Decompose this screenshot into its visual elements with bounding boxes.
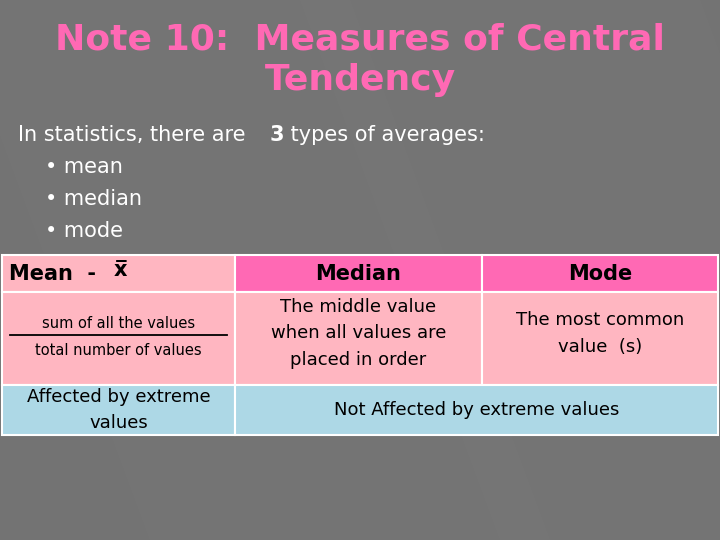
Text: • median: • median [45,189,142,209]
Text: total number of values: total number of values [35,343,202,358]
Text: The most common
value  (s): The most common value (s) [516,311,684,356]
Text: sum of all the values: sum of all the values [42,316,195,331]
Text: The middle value
when all values are
placed in order: The middle value when all values are pla… [271,298,446,369]
Bar [235,385,718,435]
Text: x̅: x̅ [114,260,127,280]
Text: Mean  -: Mean - [9,264,110,284]
Text: Mode: Mode [568,264,632,284]
Polygon shape [0,0,550,540]
Bar [2,385,235,435]
Text: types of averages:: types of averages: [284,125,485,145]
Text: Affected by extreme
values: Affected by extreme values [27,388,210,431]
Text: • mean: • mean [45,157,123,177]
Bar [482,292,718,385]
Polygon shape [300,0,720,540]
Bar [2,292,235,385]
Text: In statistics, there are: In statistics, there are [18,125,252,145]
Text: 3: 3 [270,125,284,145]
Text: Not Affected by extreme values: Not Affected by extreme values [334,401,619,419]
Bar [482,255,718,292]
Bar [235,255,482,292]
Text: • mode: • mode [45,221,123,241]
Text: Tendency: Tendency [264,63,456,97]
Text: Median: Median [315,264,402,284]
Bar [235,292,482,385]
Bar [2,255,235,292]
Text: Note 10:  Measures of Central: Note 10: Measures of Central [55,23,665,57]
